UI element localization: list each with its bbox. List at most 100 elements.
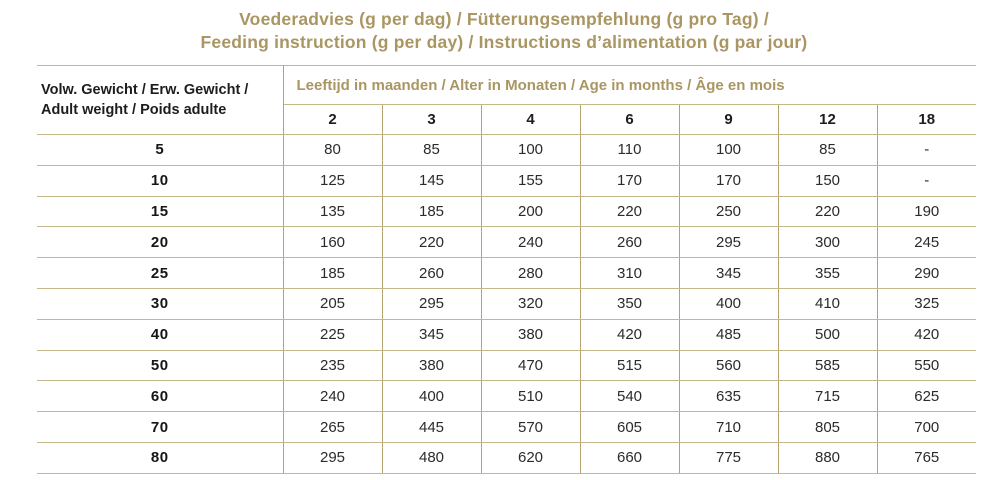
value-cell: 200 (480, 196, 580, 228)
value-cell: 185 (381, 196, 481, 228)
value-cell: 880 (777, 442, 877, 474)
value-cell: 240 (480, 226, 580, 259)
value-cell: 380 (480, 319, 580, 351)
table-row: 60 240 400 510 540 635 715 625 (37, 380, 977, 413)
value-cell: - (876, 134, 977, 166)
value-cell: 765 (876, 442, 977, 474)
age-columns-row: 2 3 4 6 9 12 18 (37, 104, 977, 135)
value-cell: 220 (579, 196, 679, 228)
value-cell: 280 (480, 257, 580, 289)
value-cell: 220 (777, 196, 877, 228)
value-cell: 560 (678, 350, 778, 382)
value-cell: 325 (876, 288, 977, 320)
value-cell: - (876, 165, 977, 197)
value-cell: 310 (579, 257, 679, 289)
table-row: 15 135 185 200 220 250 220 190 (37, 196, 977, 228)
value-cell: 775 (678, 442, 778, 474)
weight-column-header: Volw. Gewicht / Erw. Gewicht / Adult wei… (37, 65, 284, 135)
table-row: 10 125 145 155 170 170 150- (37, 165, 977, 197)
header-row-group: Volw. Gewicht / Erw. Gewicht / Adult wei… (37, 65, 977, 135)
weight-header-line-1: Volw. Gewicht / Erw. Gewicht / (41, 81, 249, 98)
value-cell: 110 (579, 134, 679, 166)
value-cell: 220 (381, 226, 481, 259)
age-column-header: 3 (381, 104, 481, 135)
value-cell: 445 (381, 411, 481, 443)
weight-cell: 80 (37, 442, 283, 474)
value-cell: 190 (876, 196, 977, 228)
value-cell: 245 (876, 226, 977, 259)
value-cell: 135 (282, 196, 382, 228)
value-cell: 300 (777, 226, 877, 259)
value-cell: 85 (777, 134, 877, 166)
weight-cell: 10 (37, 165, 283, 197)
weight-cell: 30 (37, 288, 283, 320)
weight-cell: 15 (37, 196, 283, 228)
value-cell: 170 (678, 165, 778, 197)
value-cell: 160 (282, 226, 382, 259)
value-cell: 540 (579, 380, 679, 413)
value-cell: 205 (282, 288, 382, 320)
value-cell: 470 (480, 350, 580, 382)
value-cell: 400 (678, 288, 778, 320)
value-cell: 345 (678, 257, 778, 289)
title-line-2: Feeding instruction (g per day) / Instru… (200, 32, 808, 52)
weight-cell: 40 (37, 319, 283, 351)
age-column-header: 9 (678, 104, 778, 135)
value-cell: 515 (579, 350, 679, 382)
value-cell: 400 (381, 380, 481, 413)
weight-cell: 20 (37, 226, 283, 259)
value-cell: 355 (777, 257, 877, 289)
value-cell: 240 (282, 380, 382, 413)
value-cell: 570 (480, 411, 580, 443)
table-row: 50 235 380 470 515 560 585 550 (37, 350, 977, 382)
value-cell: 345 (381, 319, 481, 351)
weight-cell: 70 (37, 411, 283, 443)
value-cell: 150 (777, 165, 877, 197)
table-body: 5 80 85 100 110 100 85-10 125 145 155 170 170 150-15… (37, 134, 977, 474)
age-column-header: 2 (282, 104, 382, 135)
value-cell: 605 (579, 411, 679, 443)
value-cell: 295 (282, 442, 382, 474)
weight-cell: 25 (37, 257, 283, 289)
feeding-table: Volw. Gewicht / Erw. Gewicht / Adult wei… (37, 65, 977, 474)
table-header: Volw. Gewicht / Erw. Gewicht / Adult wei… (37, 65, 977, 135)
age-column-header: 6 (579, 104, 679, 135)
value-cell: 265 (282, 411, 382, 443)
value-cell: 550 (876, 350, 977, 382)
value-cell: 715 (777, 380, 877, 413)
value-cell: 125 (282, 165, 382, 197)
value-cell: 320 (480, 288, 580, 320)
value-cell: 235 (282, 350, 382, 382)
value-cell: 805 (777, 411, 877, 443)
value-cell: 510 (480, 380, 580, 413)
table-row: 20 160 220 240 260 295 300 245 (37, 226, 977, 259)
age-group-header: Leeftijd in maanden / Alter in Monaten /… (283, 65, 977, 105)
value-cell: 710 (678, 411, 778, 443)
value-cell: 660 (579, 442, 679, 474)
table-row: 5 80 85 100 110 100 85- (37, 134, 977, 166)
value-cell: 290 (876, 257, 977, 289)
value-cell: 420 (876, 319, 977, 351)
title-line-1: Voederadvies (g per dag) / Fütterungsemp… (239, 9, 769, 29)
value-cell: 250 (678, 196, 778, 228)
value-cell: 480 (381, 442, 481, 474)
value-cell: 85 (381, 134, 481, 166)
weight-cell: 50 (37, 350, 283, 382)
value-cell: 410 (777, 288, 877, 320)
value-cell: 635 (678, 380, 778, 413)
value-cell: 295 (678, 226, 778, 259)
value-cell: 295 (381, 288, 481, 320)
table-row: 30 205 295 320 350 400 410 325 (37, 288, 977, 320)
age-column-header: 12 (777, 104, 877, 135)
weight-cell: 60 (37, 380, 283, 413)
weight-cell: 5 (37, 134, 283, 166)
value-cell: 260 (381, 257, 481, 289)
value-cell: 420 (579, 319, 679, 351)
value-cell: 500 (777, 319, 877, 351)
age-column-header: 18 (876, 104, 977, 135)
value-cell: 380 (381, 350, 481, 382)
value-cell: 145 (381, 165, 481, 197)
value-cell: 100 (480, 134, 580, 166)
table-row: 40 225 345 380 420 485 500 420 (37, 319, 977, 351)
value-cell: 185 (282, 257, 382, 289)
